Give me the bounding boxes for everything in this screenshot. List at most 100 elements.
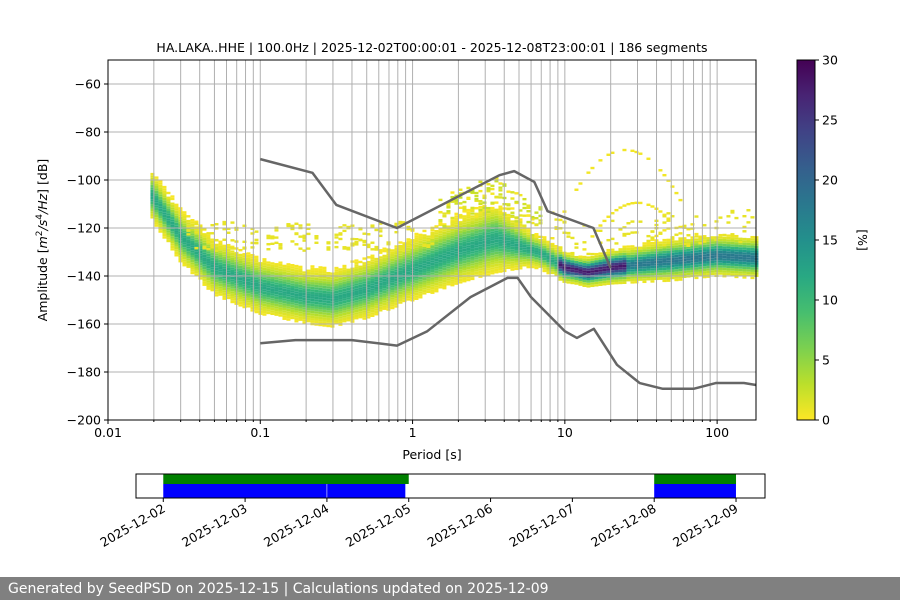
pdf-cell (310, 291, 315, 295)
pdf-cell (422, 246, 427, 249)
pdf-cell (406, 276, 411, 280)
pdf-cell (742, 266, 747, 270)
colorbar-tick-label: 15 (822, 233, 838, 248)
pdf-cell (622, 226, 627, 229)
pdf-cell (506, 228, 511, 231)
pdf-cell (270, 283, 275, 287)
pdf-cell (282, 298, 287, 301)
pdf-cell (674, 254, 679, 258)
pdf-cell (522, 202, 527, 206)
pdf-cell (570, 272, 575, 275)
pdf-cell (470, 212, 475, 215)
pdf-cell (714, 241, 719, 244)
pdf-cell (270, 276, 275, 280)
pdf-cell (498, 196, 503, 199)
pdf-cell (242, 281, 247, 285)
pdf-cell (466, 266, 471, 270)
pdf-cell (218, 274, 223, 277)
pdf-cell (610, 258, 615, 261)
pdf-cell (494, 180, 499, 183)
pdf-cell (362, 271, 367, 275)
pdf-cell (746, 238, 751, 241)
pdf-cell (290, 224, 295, 228)
pdf-cell (314, 272, 319, 276)
y-axis-label: Amplitude [m2/s4/Hz] [dB] (35, 159, 50, 322)
pdf-cell (386, 272, 391, 275)
pdf-cell (174, 254, 179, 257)
pdf-cell (158, 184, 163, 188)
pdf-cell (398, 245, 403, 249)
pdf-cell (302, 297, 307, 301)
pdf-cell (266, 287, 271, 291)
pdf-cell (254, 277, 259, 280)
pdf-cell (398, 220, 403, 224)
pdf-cell (434, 266, 439, 269)
pdf-cell (346, 292, 351, 296)
pdf-cell (474, 199, 479, 202)
pdf-cell (394, 266, 399, 270)
pdf-cell (574, 277, 579, 280)
pdf-cell (426, 281, 431, 284)
pdf-cell (242, 303, 247, 306)
pdf-cell (166, 237, 171, 240)
pdf-cell (710, 263, 715, 266)
pdf-cell (494, 242, 499, 245)
pdf-cell (230, 298, 235, 301)
pdf-cell (222, 266, 227, 269)
pdf-cell (246, 295, 251, 298)
pdf-cell (594, 272, 599, 275)
pdf-cell (430, 248, 435, 251)
pdf-cell (442, 282, 447, 285)
pdf-cell (706, 246, 711, 250)
pdf-cell (554, 259, 559, 262)
pdf-cell (354, 278, 359, 281)
pdf-cell (474, 245, 479, 248)
pdf-cell (230, 293, 235, 297)
pdf-cell (298, 282, 303, 285)
pdf-cell (622, 267, 627, 270)
pdf-cell (498, 239, 503, 242)
pdf-cell (542, 248, 547, 251)
pdf-cell (702, 242, 707, 245)
pdf-cell (210, 238, 215, 241)
pdf-cell (598, 276, 603, 279)
pdf-cell (286, 308, 291, 312)
pdf-cell (450, 247, 455, 251)
pdf-cell (334, 312, 339, 315)
pdf-cell (434, 237, 439, 240)
pdf-cell (230, 272, 235, 275)
pdf-cell (170, 195, 175, 198)
pdf-cell (222, 285, 227, 288)
pdf-cell (186, 251, 191, 254)
pdf-cell (334, 322, 339, 325)
pdf-cell (498, 229, 503, 232)
pdf-cell (574, 265, 579, 268)
pdf-cell (362, 276, 367, 279)
pdf-cell (338, 301, 343, 305)
pdf-cell (714, 272, 719, 275)
pdf-cell (718, 248, 723, 251)
pdf-cell (510, 256, 515, 259)
pdf-cell (150, 213, 155, 217)
pdf-cell (254, 272, 259, 275)
pdf-cell (322, 269, 327, 272)
pdf-cell (510, 251, 515, 254)
pdf-cell (742, 242, 747, 246)
pdf-cell (738, 259, 743, 262)
pdf-cell (458, 188, 463, 191)
pdf-cell (470, 244, 475, 247)
pdf-cell (490, 245, 495, 249)
pdf-cell (430, 229, 435, 232)
pdf-cell (650, 246, 655, 250)
pdf-cell (310, 294, 315, 297)
pdf-cell (394, 305, 399, 308)
pdf-cell (650, 270, 655, 274)
pdf-cell (574, 255, 579, 259)
pdf-cell (262, 289, 267, 292)
pdf-cell (622, 281, 627, 284)
pdf-cell (490, 260, 495, 263)
pdf-cell (650, 261, 655, 264)
pdf-cell (714, 253, 719, 256)
pdf-cell (582, 284, 587, 288)
pdf-cell (490, 243, 495, 246)
